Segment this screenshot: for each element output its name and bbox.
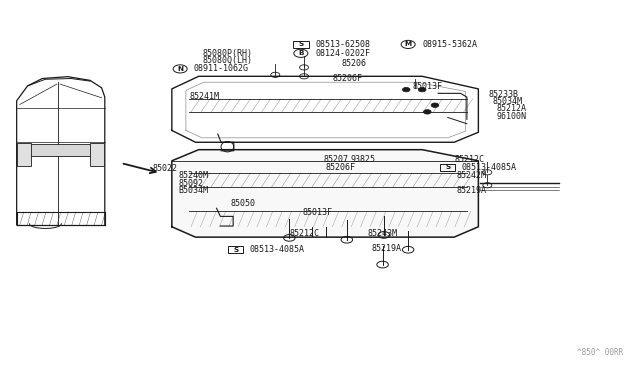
Bar	[90, 143, 104, 166]
Text: 85206F: 85206F	[325, 163, 355, 172]
Text: 85092: 85092	[178, 179, 204, 187]
Text: S: S	[445, 164, 451, 170]
Text: B5034M: B5034M	[178, 186, 208, 195]
Text: 08124-0202F: 08124-0202F	[316, 49, 371, 58]
Text: N: N	[177, 66, 183, 72]
Bar	[28, 144, 94, 156]
Text: 85212A: 85212A	[496, 105, 526, 113]
Text: 85207: 85207	[324, 155, 349, 164]
Text: S: S	[298, 41, 303, 47]
Text: M: M	[404, 41, 412, 47]
Text: 85212C: 85212C	[289, 229, 319, 238]
Text: 85233B: 85233B	[488, 90, 518, 99]
Text: 85219A: 85219A	[371, 244, 401, 253]
Polygon shape	[172, 150, 478, 237]
Text: 08911-1062G: 08911-1062G	[193, 64, 248, 73]
Text: 85013F: 85013F	[413, 82, 443, 91]
Text: 85212C: 85212C	[454, 155, 484, 164]
Circle shape	[431, 103, 439, 108]
Text: 85219A: 85219A	[457, 186, 486, 195]
Text: 08513-4085A: 08513-4085A	[250, 245, 305, 254]
Text: B: B	[298, 50, 303, 56]
Text: 85022: 85022	[153, 164, 178, 173]
Text: 85050: 85050	[230, 199, 255, 208]
Text: 96100N: 96100N	[496, 112, 526, 121]
Circle shape	[424, 110, 431, 114]
Text: S: S	[233, 247, 238, 253]
Text: 85241M: 85241M	[189, 92, 220, 101]
Text: 08513-62508: 08513-62508	[316, 40, 371, 49]
Text: 08513-4085A: 08513-4085A	[462, 163, 516, 172]
Text: 93825: 93825	[351, 155, 376, 164]
Text: 85080P(RH): 85080P(RH)	[202, 49, 253, 58]
Text: 85206: 85206	[341, 59, 366, 68]
Text: 85243M: 85243M	[368, 229, 398, 238]
Text: 08915-5362A: 08915-5362A	[422, 40, 477, 49]
Text: 85080Q(LH): 85080Q(LH)	[202, 56, 253, 65]
Circle shape	[419, 87, 426, 92]
Text: 85034M: 85034M	[492, 97, 522, 106]
Circle shape	[403, 87, 410, 92]
Text: ^850^ 00RR: ^850^ 00RR	[577, 348, 623, 357]
Bar	[17, 143, 31, 166]
Text: 85206F: 85206F	[333, 74, 363, 83]
Text: 85240M: 85240M	[178, 171, 208, 180]
Text: 85013F: 85013F	[302, 208, 332, 217]
Text: 85242M: 85242M	[457, 171, 486, 180]
